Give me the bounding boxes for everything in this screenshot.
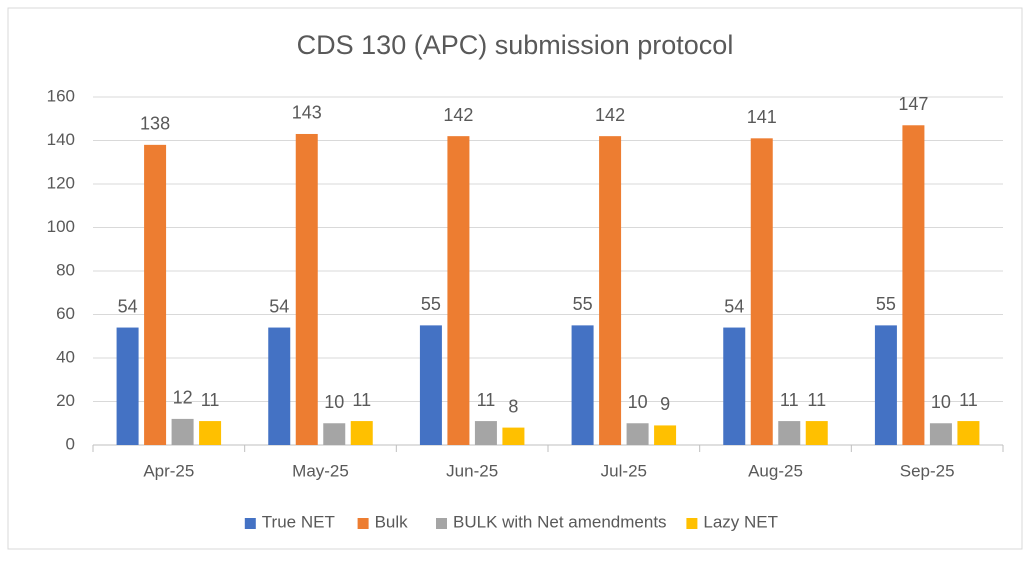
- bar: [350, 421, 373, 445]
- data-label: 10: [324, 392, 344, 412]
- bar: [295, 133, 318, 445]
- bar: [902, 125, 925, 446]
- bar: [957, 421, 980, 445]
- bar: [474, 421, 497, 445]
- bar: [654, 425, 677, 445]
- y-tick-label: 120: [47, 173, 75, 192]
- chart-border: [7, 7, 1023, 550]
- y-tick-label: 100: [47, 217, 75, 236]
- x-tick-label: Jul-25: [601, 461, 647, 480]
- data-label: 11: [780, 390, 799, 410]
- bar: [723, 327, 746, 445]
- data-label: 11: [807, 390, 826, 410]
- data-label: 142: [595, 105, 625, 125]
- data-label: 9: [660, 394, 670, 414]
- bar: [323, 423, 346, 445]
- y-tick-label: 80: [56, 260, 75, 279]
- x-tick-label: Aug-25: [748, 461, 803, 480]
- bar: [929, 423, 952, 445]
- legend-label: BULK with Net amendments: [453, 512, 667, 531]
- data-label: 8: [508, 396, 518, 416]
- bar: [805, 421, 828, 445]
- legend-swatch: [357, 518, 369, 529]
- data-label: 55: [573, 294, 593, 314]
- data-label: 11: [201, 390, 220, 410]
- data-label: 143: [292, 103, 322, 123]
- data-label: 54: [269, 296, 289, 316]
- legend-label: Lazy NET: [703, 512, 778, 531]
- bar: [874, 325, 897, 445]
- x-tick-label: Apr-25: [143, 461, 194, 480]
- y-tick-label: 160: [47, 86, 75, 105]
- data-label: 138: [140, 114, 170, 134]
- data-label: 54: [118, 296, 138, 316]
- bar: [447, 136, 470, 445]
- bar: [626, 423, 649, 445]
- bar: [199, 421, 222, 445]
- bar: [144, 144, 167, 445]
- bar: [116, 327, 139, 445]
- chart-title: CDS 130 (APC) submission protocol: [297, 30, 734, 60]
- y-tick-label: 60: [56, 304, 75, 323]
- bar: [419, 325, 442, 445]
- data-label: 11: [959, 390, 978, 410]
- data-label: 142: [443, 105, 473, 125]
- bar: [778, 421, 801, 445]
- bar: [502, 427, 525, 445]
- bar: [750, 138, 773, 445]
- legend-swatch: [436, 518, 447, 529]
- data-label: 10: [931, 392, 951, 412]
- y-tick-label: 20: [56, 391, 75, 410]
- y-tick-label: 140: [47, 130, 75, 149]
- legend-swatch: [686, 518, 698, 529]
- legend-label: Bulk: [375, 512, 409, 531]
- x-tick-label: Sep-25: [900, 461, 955, 480]
- y-tick-label: 0: [66, 434, 75, 453]
- data-label: 141: [747, 107, 777, 127]
- bar: [171, 418, 194, 445]
- data-label: 147: [898, 94, 928, 114]
- data-label: 10: [628, 392, 648, 412]
- y-tick-label: 40: [56, 347, 75, 366]
- data-label: 55: [876, 294, 896, 314]
- data-label: 11: [352, 390, 371, 410]
- data-label: 55: [421, 294, 441, 314]
- bar: [571, 325, 594, 445]
- legend-swatch: [244, 518, 256, 529]
- data-label: 12: [173, 388, 193, 408]
- legend-label: True NET: [262, 512, 335, 531]
- data-label: 54: [724, 296, 744, 316]
- data-label: 11: [477, 390, 496, 410]
- x-tick-label: Jun-25: [446, 461, 498, 480]
- bar: [599, 136, 622, 445]
- x-tick-label: May-25: [292, 461, 349, 480]
- bar: [268, 327, 291, 445]
